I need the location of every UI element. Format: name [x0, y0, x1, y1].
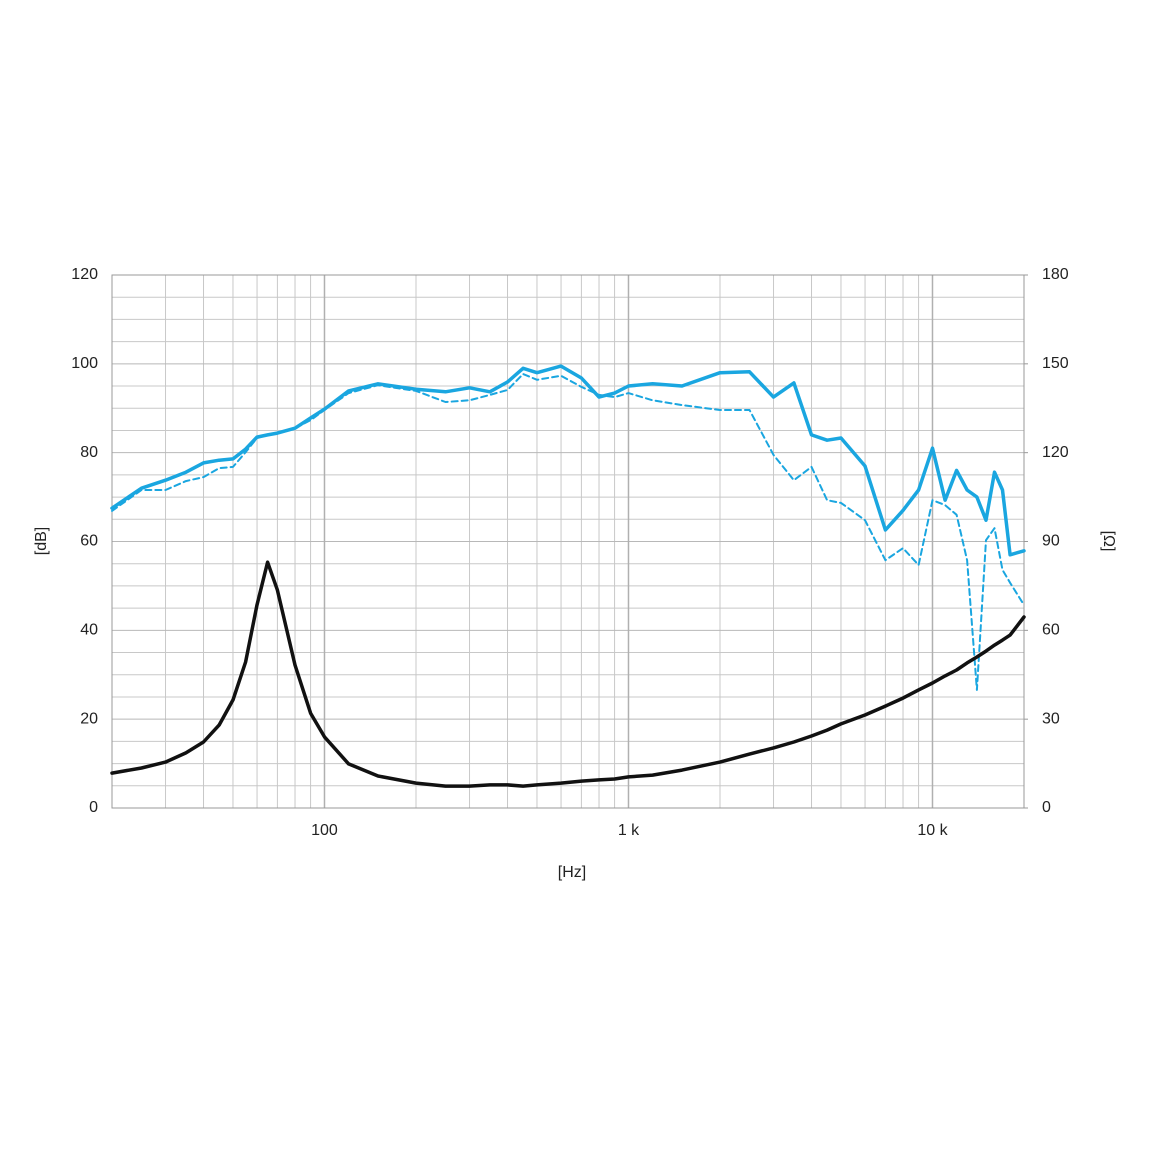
x-tick-label: 100: [311, 822, 338, 839]
series-line: [110, 364, 1026, 557]
y-tick-label: 60: [80, 533, 98, 550]
y2-tick-label: 30: [1042, 710, 1060, 727]
y-tick-label: 120: [71, 266, 98, 283]
y-tick-label: 0: [89, 799, 98, 816]
y2-tick-label: 0: [1042, 799, 1051, 816]
y-axis-label: [dB]: [33, 527, 50, 555]
x-tick-label: 10 k: [917, 822, 948, 839]
y2-tick-label: 150: [1042, 355, 1069, 372]
x-axis-label: [Hz]: [558, 864, 586, 881]
y2-tick-label: 90: [1042, 533, 1060, 550]
y2-tick-label: 180: [1042, 266, 1069, 283]
series-line: [110, 560, 1026, 788]
x-tick-label: 1 k: [618, 822, 640, 839]
y2-tick-label: 120: [1042, 444, 1069, 461]
plot-frame: [111, 274, 1025, 809]
y2-axis-label: [Ω]: [1100, 531, 1117, 552]
y2-tick-label: 60: [1042, 622, 1060, 639]
y-tick-label: 20: [80, 710, 98, 727]
y-tick-label: 100: [71, 355, 98, 372]
series-line: [111, 373, 1025, 691]
y-tick-label: 80: [80, 444, 98, 461]
y-tick-label: 40: [80, 622, 98, 639]
